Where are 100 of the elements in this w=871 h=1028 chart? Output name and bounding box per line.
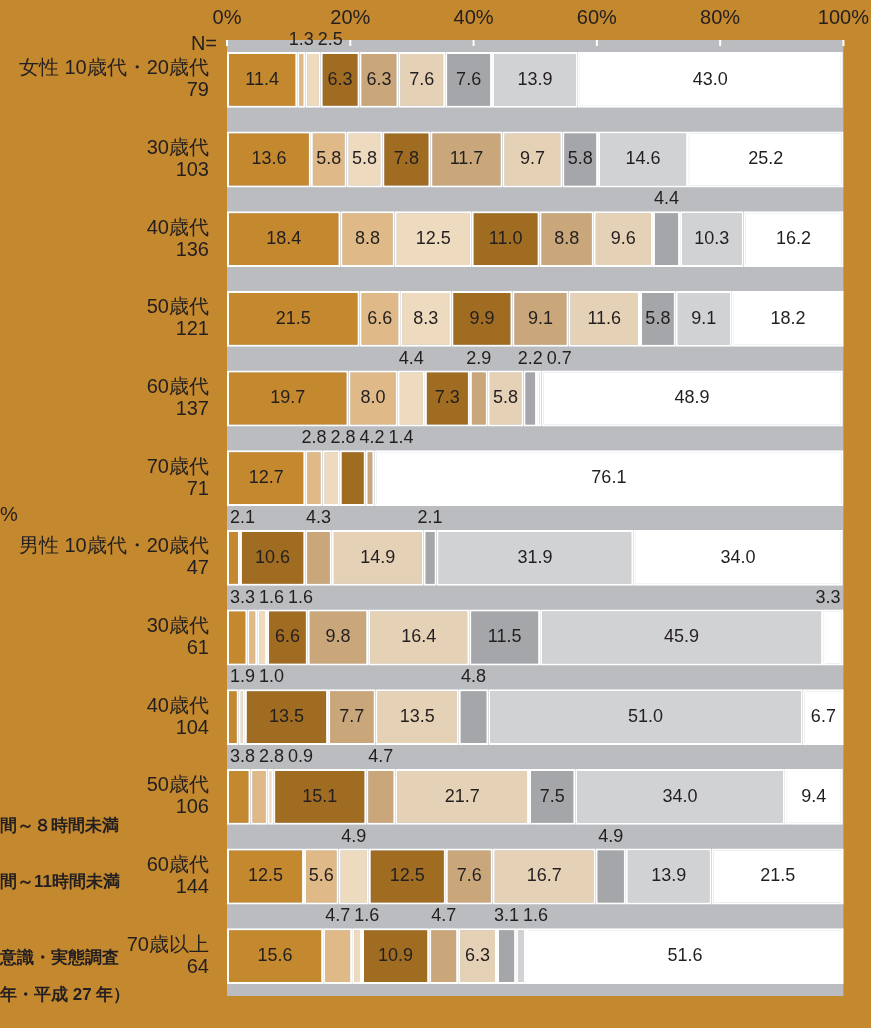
text: 年・平成 27 年） [0,984,131,1004]
data-label: 8.8 [355,228,381,249]
data-label: 13.9 [517,68,553,89]
text: N= [190,31,217,54]
text: 間～11時間未満 [0,871,120,891]
y-tick-label: 男性 10歳代・20歳代 47 [18,534,209,579]
data-label: 9.1 [691,307,717,328]
data-label: 5.8 [493,387,519,408]
data-label: 1.9 [230,666,256,687]
data-label: 48.9 [674,387,710,408]
data-label: 12.5 [415,228,451,249]
data-label: 51.6 [667,945,703,966]
text: 意識・実態調査 [0,947,119,967]
data-label: 1.6 [354,905,380,926]
data-label: 51.0 [628,706,664,727]
x-tick-label: 20% [330,5,371,28]
data-label: 3.3 [230,586,256,607]
data-label: 4.7 [368,745,394,766]
data-label: 21.7 [444,785,480,806]
data-label: 3.1 [494,905,520,926]
y-tick-label: 50歳代 121 [146,295,209,340]
data-label: 9.1 [527,307,553,328]
data-label: 11.4 [245,68,279,89]
data-label: 4.7 [431,905,457,926]
data-label: 10.3 [694,228,730,249]
y-tick-label: 60歳代 144 [146,853,209,898]
data-label: 34.0 [662,785,698,806]
data-label: 1.0 [259,666,285,687]
y-tick-label: 40歳代 136 [146,215,209,260]
x-tick-label: 0% [212,5,242,28]
data-label: 1.6 [259,586,285,607]
data-label: 9.7 [519,148,545,169]
y-tick-label: 70歳以上 64 [126,932,209,977]
data-label: 4.2 [359,427,385,448]
x-tick-label: 60% [576,5,618,28]
data-label: 15.6 [257,945,293,966]
data-label: 4.7 [325,905,351,926]
data-label: 2.8 [301,427,327,448]
data-label: 7.8 [393,148,419,169]
data-label: 25.2 [748,148,784,169]
data-label: 15.1 [302,785,338,806]
data-label: 0.9 [288,745,314,766]
data-label: 8.8 [554,228,580,249]
data-label: 9.8 [325,626,351,647]
text: 間～８時間未満 [0,815,119,835]
data-label: 11.5 [487,626,522,647]
data-label: 6.7 [810,706,836,727]
data-label: 4.4 [653,188,680,209]
data-label: 13.6 [251,148,287,169]
data-label: 10.9 [378,945,414,966]
data-label: 11.7 [449,148,484,169]
data-label: 6.3 [465,945,491,966]
data-label: 7.6 [456,865,482,886]
data-label: 6.6 [367,307,393,328]
data-label: 21.5 [760,865,796,886]
data-label: 5.8 [316,148,342,169]
data-label: 1.6 [523,905,549,926]
data-label: 4.4 [398,347,424,368]
data-label: 12.7 [248,467,284,488]
data-label: 13.9 [651,865,687,886]
data-label: 45.9 [664,626,700,647]
data-label: 5.6 [308,865,334,886]
data-label: 6.3 [327,68,353,89]
data-label: 19.7 [270,387,306,408]
data-label: 11.6 [587,307,622,328]
x-tick-label: 80% [700,5,741,28]
data-label: 7.7 [339,706,365,727]
data-label: 2.1 [417,506,443,527]
data-label: 8.3 [413,307,439,328]
y-tick-label: 50歳代 106 [146,773,209,818]
data-label: 7.3 [434,387,460,408]
data-label: 1.6 [288,586,314,607]
data-label: 2.9 [466,347,492,368]
data-label: 4.9 [341,825,367,846]
data-label: 16.2 [775,228,812,249]
data-label: 9.6 [610,228,636,249]
data-label: 5.8 [351,148,377,169]
data-label: 0.7 [546,347,572,368]
text: % [0,502,18,525]
data-label: 12.5 [389,865,425,886]
data-label: 76.1 [591,467,627,488]
data-label: 6.3 [366,68,392,89]
data-label: 2.8 [330,427,356,448]
data-label: 4.9 [598,825,624,846]
data-label: 13.5 [268,706,305,727]
data-label: 2.2 [517,347,543,368]
data-label: 16.7 [526,865,562,886]
data-label: 21.5 [275,307,311,328]
data-label: 10.6 [255,546,291,567]
y-tick-label: 30歳代 61 [146,614,209,659]
data-label: 1.4 [388,427,414,448]
data-label: 4.8 [461,666,487,687]
data-label: 5.8 [567,148,593,169]
data-label: 18.4 [266,228,302,249]
data-label: 3.8 [230,745,256,766]
data-label: 4.3 [306,506,332,527]
data-label: 9.4 [801,785,827,806]
x-tick-label: 100% [817,5,870,28]
data-label: 7.5 [539,785,565,806]
data-label: 31.9 [517,546,553,567]
